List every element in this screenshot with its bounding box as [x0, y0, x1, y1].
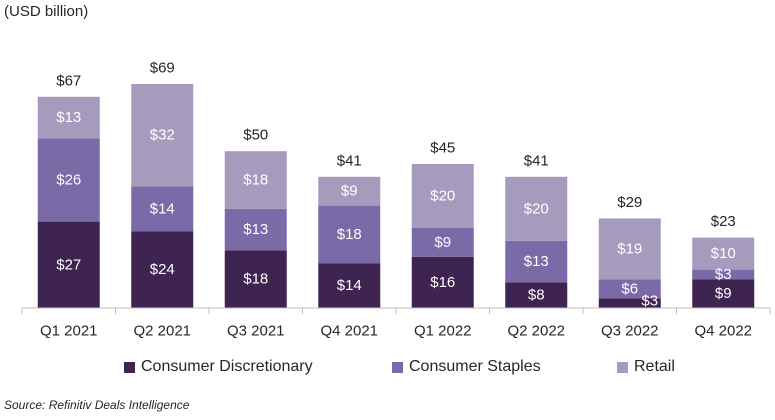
legend-item-retail: Retail [617, 358, 675, 376]
data-label-consumer-staples-q4-2022: $3 [715, 266, 732, 283]
x-tick-label-q2-2022: Q2 2022 [507, 323, 565, 340]
total-label-q1-2022: $45 [430, 140, 455, 157]
legend-label-retail: Retail [634, 358, 675, 375]
bar-consumer-discretionary-q3-2022 [598, 298, 661, 308]
data-label-retail-q2-2021: $32 [150, 127, 175, 144]
data-label-consumer-discretionary-q2-2021: $24 [150, 261, 175, 278]
stacked-bar-chart: $27 $26 $13 $67 Q1 2021 $24 $14 $32 $69 Q2 2021 $1… [21, 60, 771, 340]
data-label-retail-q1-2021: $13 [56, 109, 81, 126]
total-label-q4-2022: $23 [711, 213, 736, 230]
legend-swatch-retail [617, 361, 628, 373]
data-label-consumer-staples-q3-2022: $6 [621, 280, 638, 297]
data-label-retail-q4-2021: $9 [341, 183, 358, 200]
legend: Consumer Discretionary Consumer Staples … [0, 358, 775, 382]
bar-retail-q3-2021 [224, 151, 287, 209]
bar-retail-q2-2022 [505, 176, 568, 241]
data-label-consumer-staples-q1-2021: $26 [56, 172, 81, 189]
total-label-q2-2021: $69 [150, 60, 175, 77]
data-label-consumer-discretionary-q2-2022: $8 [528, 287, 545, 304]
bar-consumer-discretionary-q1-2022 [411, 256, 474, 308]
bar-retail-q3-2022 [598, 218, 661, 280]
bar-consumer-staples-q4-2021 [318, 205, 381, 264]
legend-swatch-consumer-discretionary [124, 361, 135, 373]
legend-item-consumer-staples: Consumer Staples [392, 358, 541, 376]
bar-consumer-staples-q1-2022 [411, 228, 474, 257]
bar-retail-q4-2022 [692, 237, 755, 270]
bar-consumer-discretionary-q4-2022 [692, 279, 755, 308]
data-label-consumer-discretionary-q3-2022: $3 [641, 293, 658, 310]
data-label-consumer-staples-q2-2021: $14 [150, 200, 175, 217]
x-tick-label-q2-2021: Q2 2021 [133, 323, 191, 340]
legend-label-consumer-staples: Consumer Staples [409, 358, 541, 375]
bar-consumer-staples-q1-2021 [37, 138, 100, 222]
legend-item-consumer-discretionary: Consumer Discretionary [124, 358, 313, 376]
x-tick-label-q1-2022: Q1 2022 [414, 323, 472, 340]
data-label-retail-q4-2022: $10 [711, 245, 736, 262]
labels-layer: $27 $26 $13 $67 Q1 2021 $24 $14 $32 $69 Q2 2021 $1… [40, 60, 752, 340]
bars-layer [37, 84, 755, 308]
total-label-q3-2022: $29 [617, 194, 642, 211]
total-label-q3-2021: $50 [243, 127, 268, 144]
bar-retail-q1-2021 [37, 96, 100, 139]
data-label-consumer-discretionary-q1-2021: $27 [56, 256, 81, 273]
bar-consumer-discretionary-q2-2021 [131, 231, 194, 308]
unit-label: (USD billion) [4, 3, 89, 20]
bar-retail-q4-2021 [318, 176, 381, 206]
bar-consumer-discretionary-q3-2021 [224, 250, 287, 308]
bar-consumer-staples-q3-2022 [598, 279, 661, 299]
legend-label-consumer-discretionary: Consumer Discretionary [141, 358, 313, 375]
bar-consumer-staples-q3-2021 [224, 208, 287, 251]
total-label-q1-2021: $67 [56, 72, 81, 89]
x-tick-label-q3-2022: Q3 2022 [601, 323, 659, 340]
x-tick-label-q4-2022: Q4 2022 [694, 323, 752, 340]
data-label-consumer-discretionary-q3-2021: $18 [243, 271, 268, 288]
x-tick-label-q4-2021: Q4 2021 [320, 323, 378, 340]
bar-retail-q2-2021 [131, 84, 194, 187]
data-label-retail-q2-2022: $20 [524, 200, 549, 217]
data-label-retail-q3-2021: $18 [243, 172, 268, 189]
bar-consumer-discretionary-q2-2022 [505, 282, 568, 308]
bar-consumer-staples-q2-2021 [131, 186, 194, 232]
data-label-consumer-staples-q3-2021: $13 [243, 221, 268, 238]
ticks-layer [21, 308, 771, 314]
data-label-consumer-discretionary-q4-2021: $14 [337, 277, 362, 294]
total-label-q2-2022: $41 [524, 152, 549, 169]
total-label-q4-2021: $41 [337, 152, 362, 169]
bar-consumer-staples-q4-2022 [692, 269, 755, 280]
bar-consumer-staples-q2-2022 [505, 240, 568, 283]
x-tick-label-q1-2021: Q1 2021 [40, 323, 98, 340]
legend-swatch-consumer-staples [392, 361, 403, 373]
bar-retail-q1-2022 [411, 164, 474, 228]
x-tick-label-q3-2021: Q3 2021 [227, 323, 285, 340]
data-label-retail-q3-2022: $19 [617, 240, 642, 257]
data-label-consumer-staples-q1-2022: $9 [434, 234, 451, 251]
data-label-consumer-discretionary-q1-2022: $16 [430, 274, 455, 291]
data-label-consumer-staples-q2-2022: $13 [524, 253, 549, 270]
bar-consumer-discretionary-q1-2021 [37, 221, 100, 308]
source-note: Source: Refinitiv Deals Intelligence [4, 398, 190, 412]
bar-consumer-discretionary-q4-2021 [318, 263, 381, 308]
data-label-consumer-discretionary-q4-2022: $9 [715, 285, 732, 302]
data-label-consumer-staples-q4-2021: $18 [337, 226, 362, 243]
data-label-retail-q1-2022: $20 [430, 188, 455, 205]
